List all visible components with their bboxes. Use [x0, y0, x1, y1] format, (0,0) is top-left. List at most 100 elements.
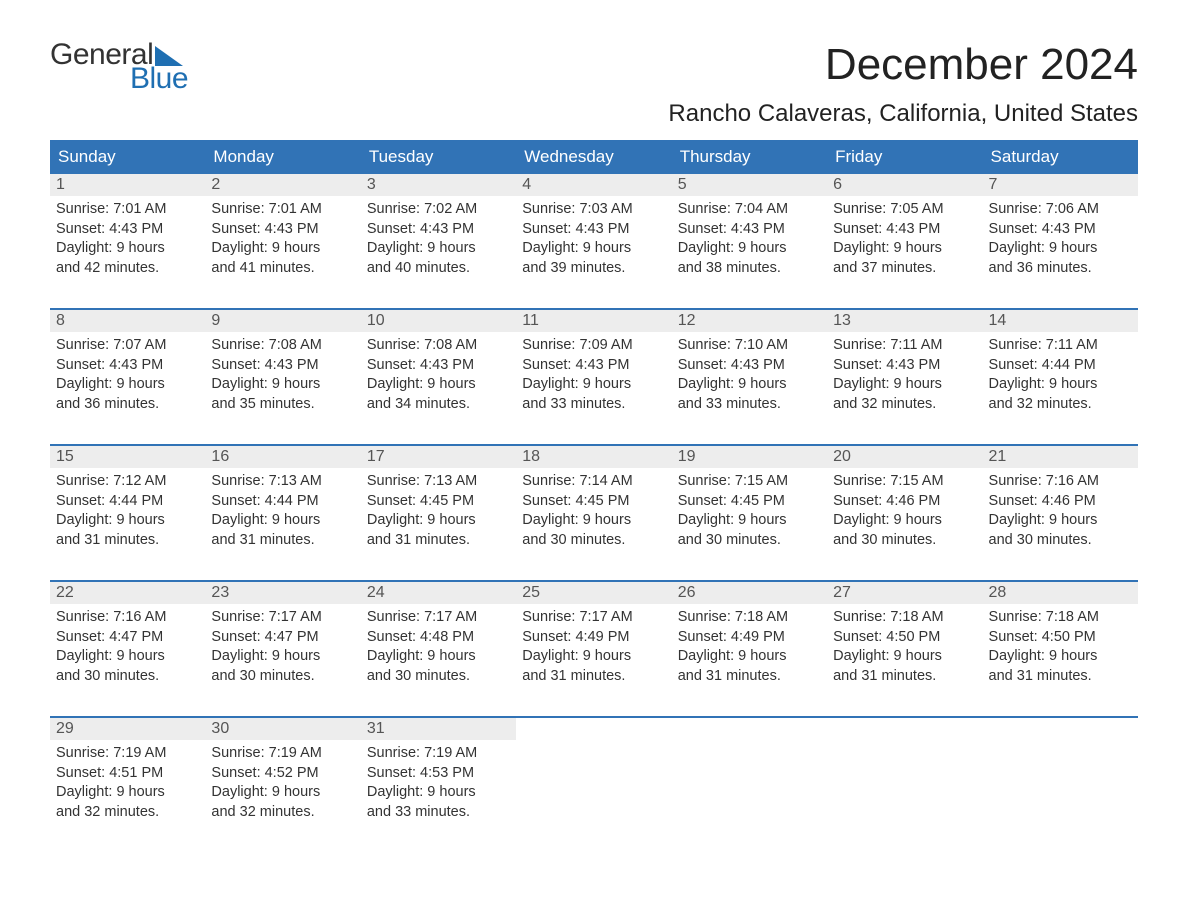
day-daylight1: Daylight: 9 hours: [522, 239, 665, 259]
day-cell: 8Sunrise: 7:07 AMSunset: 4:43 PMDaylight…: [50, 310, 205, 420]
day-body: Sunrise: 7:16 AMSunset: 4:46 PMDaylight:…: [983, 468, 1138, 554]
day-daylight1: Daylight: 9 hours: [211, 647, 354, 667]
day-daylight1: Daylight: 9 hours: [56, 375, 199, 395]
day-header-thursday: Thursday: [672, 142, 827, 172]
day-daylight2: and 30 minutes.: [56, 667, 199, 687]
day-sunrise: Sunrise: 7:17 AM: [367, 608, 510, 628]
day-header-wednesday: Wednesday: [516, 142, 671, 172]
day-body: Sunrise: 7:05 AMSunset: 4:43 PMDaylight:…: [827, 196, 982, 282]
day-number: 30: [205, 718, 360, 740]
day-body: Sunrise: 7:12 AMSunset: 4:44 PMDaylight:…: [50, 468, 205, 554]
day-daylight1: Daylight: 9 hours: [989, 511, 1132, 531]
day-daylight2: and 42 minutes.: [56, 259, 199, 279]
day-daylight1: Daylight: 9 hours: [522, 375, 665, 395]
day-number: 6: [827, 174, 982, 196]
day-cell: 7Sunrise: 7:06 AMSunset: 4:43 PMDaylight…: [983, 174, 1138, 284]
day-cell: 23Sunrise: 7:17 AMSunset: 4:47 PMDayligh…: [205, 582, 360, 692]
day-body: Sunrise: 7:06 AMSunset: 4:43 PMDaylight:…: [983, 196, 1138, 282]
day-cell: 29Sunrise: 7:19 AMSunset: 4:51 PMDayligh…: [50, 718, 205, 828]
day-sunset: Sunset: 4:43 PM: [367, 220, 510, 240]
day-sunset: Sunset: 4:50 PM: [833, 628, 976, 648]
day-body: Sunrise: 7:13 AMSunset: 4:44 PMDaylight:…: [205, 468, 360, 554]
day-body: Sunrise: 7:11 AMSunset: 4:43 PMDaylight:…: [827, 332, 982, 418]
day-daylight1: Daylight: 9 hours: [833, 647, 976, 667]
day-cell: 31Sunrise: 7:19 AMSunset: 4:53 PMDayligh…: [361, 718, 516, 828]
day-cell: 1Sunrise: 7:01 AMSunset: 4:43 PMDaylight…: [50, 174, 205, 284]
day-sunrise: Sunrise: 7:10 AM: [678, 336, 821, 356]
day-daylight2: and 31 minutes.: [522, 667, 665, 687]
day-number: 14: [983, 310, 1138, 332]
week-row: 29Sunrise: 7:19 AMSunset: 4:51 PMDayligh…: [50, 716, 1138, 828]
day-daylight1: Daylight: 9 hours: [211, 511, 354, 531]
day-body: Sunrise: 7:04 AMSunset: 4:43 PMDaylight:…: [672, 196, 827, 282]
day-number: .: [827, 718, 982, 740]
day-sunset: Sunset: 4:44 PM: [211, 492, 354, 512]
day-number: 21: [983, 446, 1138, 468]
calendar: Sunday Monday Tuesday Wednesday Thursday…: [50, 140, 1138, 828]
day-body: Sunrise: 7:17 AMSunset: 4:49 PMDaylight:…: [516, 604, 671, 690]
weeks-container: 1Sunrise: 7:01 AMSunset: 4:43 PMDaylight…: [50, 172, 1138, 828]
day-body: Sunrise: 7:18 AMSunset: 4:50 PMDaylight:…: [983, 604, 1138, 690]
day-daylight2: and 30 minutes.: [833, 531, 976, 551]
day-cell: 3Sunrise: 7:02 AMSunset: 4:43 PMDaylight…: [361, 174, 516, 284]
day-sunset: Sunset: 4:43 PM: [522, 220, 665, 240]
day-number: 3: [361, 174, 516, 196]
day-daylight2: and 31 minutes.: [989, 667, 1132, 687]
day-cell: 25Sunrise: 7:17 AMSunset: 4:49 PMDayligh…: [516, 582, 671, 692]
day-daylight1: Daylight: 9 hours: [833, 511, 976, 531]
day-cell: 16Sunrise: 7:13 AMSunset: 4:44 PMDayligh…: [205, 446, 360, 556]
day-sunrise: Sunrise: 7:16 AM: [989, 472, 1132, 492]
day-daylight2: and 31 minutes.: [678, 667, 821, 687]
day-daylight2: and 33 minutes.: [522, 395, 665, 415]
week-row: 8Sunrise: 7:07 AMSunset: 4:43 PMDaylight…: [50, 308, 1138, 420]
day-body: Sunrise: 7:19 AMSunset: 4:51 PMDaylight:…: [50, 740, 205, 826]
day-sunrise: Sunrise: 7:08 AM: [211, 336, 354, 356]
day-sunrise: Sunrise: 7:06 AM: [989, 200, 1132, 220]
day-sunset: Sunset: 4:46 PM: [833, 492, 976, 512]
day-sunrise: Sunrise: 7:01 AM: [56, 200, 199, 220]
day-cell: 18Sunrise: 7:14 AMSunset: 4:45 PMDayligh…: [516, 446, 671, 556]
day-number: 15: [50, 446, 205, 468]
day-sunset: Sunset: 4:53 PM: [367, 764, 510, 784]
day-cell: 15Sunrise: 7:12 AMSunset: 4:44 PMDayligh…: [50, 446, 205, 556]
location-text: Rancho Calaveras, California, United Sta…: [668, 100, 1138, 128]
day-cell: 26Sunrise: 7:18 AMSunset: 4:49 PMDayligh…: [672, 582, 827, 692]
day-number: 23: [205, 582, 360, 604]
day-sunset: Sunset: 4:44 PM: [56, 492, 199, 512]
day-header-tuesday: Tuesday: [361, 142, 516, 172]
day-header-friday: Friday: [827, 142, 982, 172]
day-number: 29: [50, 718, 205, 740]
day-body: Sunrise: 7:18 AMSunset: 4:50 PMDaylight:…: [827, 604, 982, 690]
day-cell: .: [672, 718, 827, 828]
day-sunset: Sunset: 4:46 PM: [989, 492, 1132, 512]
day-sunset: Sunset: 4:43 PM: [56, 356, 199, 376]
day-cell: 22Sunrise: 7:16 AMSunset: 4:47 PMDayligh…: [50, 582, 205, 692]
day-daylight2: and 31 minutes.: [833, 667, 976, 687]
day-cell: 14Sunrise: 7:11 AMSunset: 4:44 PMDayligh…: [983, 310, 1138, 420]
day-sunrise: Sunrise: 7:09 AM: [522, 336, 665, 356]
day-number: 22: [50, 582, 205, 604]
day-daylight1: Daylight: 9 hours: [367, 375, 510, 395]
day-number: .: [983, 718, 1138, 740]
day-body: Sunrise: 7:03 AMSunset: 4:43 PMDaylight:…: [516, 196, 671, 282]
day-cell: 10Sunrise: 7:08 AMSunset: 4:43 PMDayligh…: [361, 310, 516, 420]
day-body: Sunrise: 7:19 AMSunset: 4:53 PMDaylight:…: [361, 740, 516, 826]
day-sunrise: Sunrise: 7:14 AM: [522, 472, 665, 492]
day-number: 11: [516, 310, 671, 332]
day-header-sunday: Sunday: [50, 142, 205, 172]
day-cell: 2Sunrise: 7:01 AMSunset: 4:43 PMDaylight…: [205, 174, 360, 284]
day-sunrise: Sunrise: 7:13 AM: [211, 472, 354, 492]
day-sunrise: Sunrise: 7:18 AM: [833, 608, 976, 628]
day-number: 16: [205, 446, 360, 468]
day-cell: 6Sunrise: 7:05 AMSunset: 4:43 PMDaylight…: [827, 174, 982, 284]
day-daylight2: and 33 minutes.: [367, 803, 510, 823]
header: General Blue December 2024 Rancho Calave…: [50, 40, 1138, 128]
day-sunrise: Sunrise: 7:19 AM: [56, 744, 199, 764]
day-number: 20: [827, 446, 982, 468]
day-body: Sunrise: 7:18 AMSunset: 4:49 PMDaylight:…: [672, 604, 827, 690]
day-body: Sunrise: 7:08 AMSunset: 4:43 PMDaylight:…: [205, 332, 360, 418]
month-title: December 2024: [668, 40, 1138, 90]
day-sunrise: Sunrise: 7:15 AM: [678, 472, 821, 492]
day-header-row: Sunday Monday Tuesday Wednesday Thursday…: [50, 140, 1138, 172]
day-daylight1: Daylight: 9 hours: [989, 375, 1132, 395]
